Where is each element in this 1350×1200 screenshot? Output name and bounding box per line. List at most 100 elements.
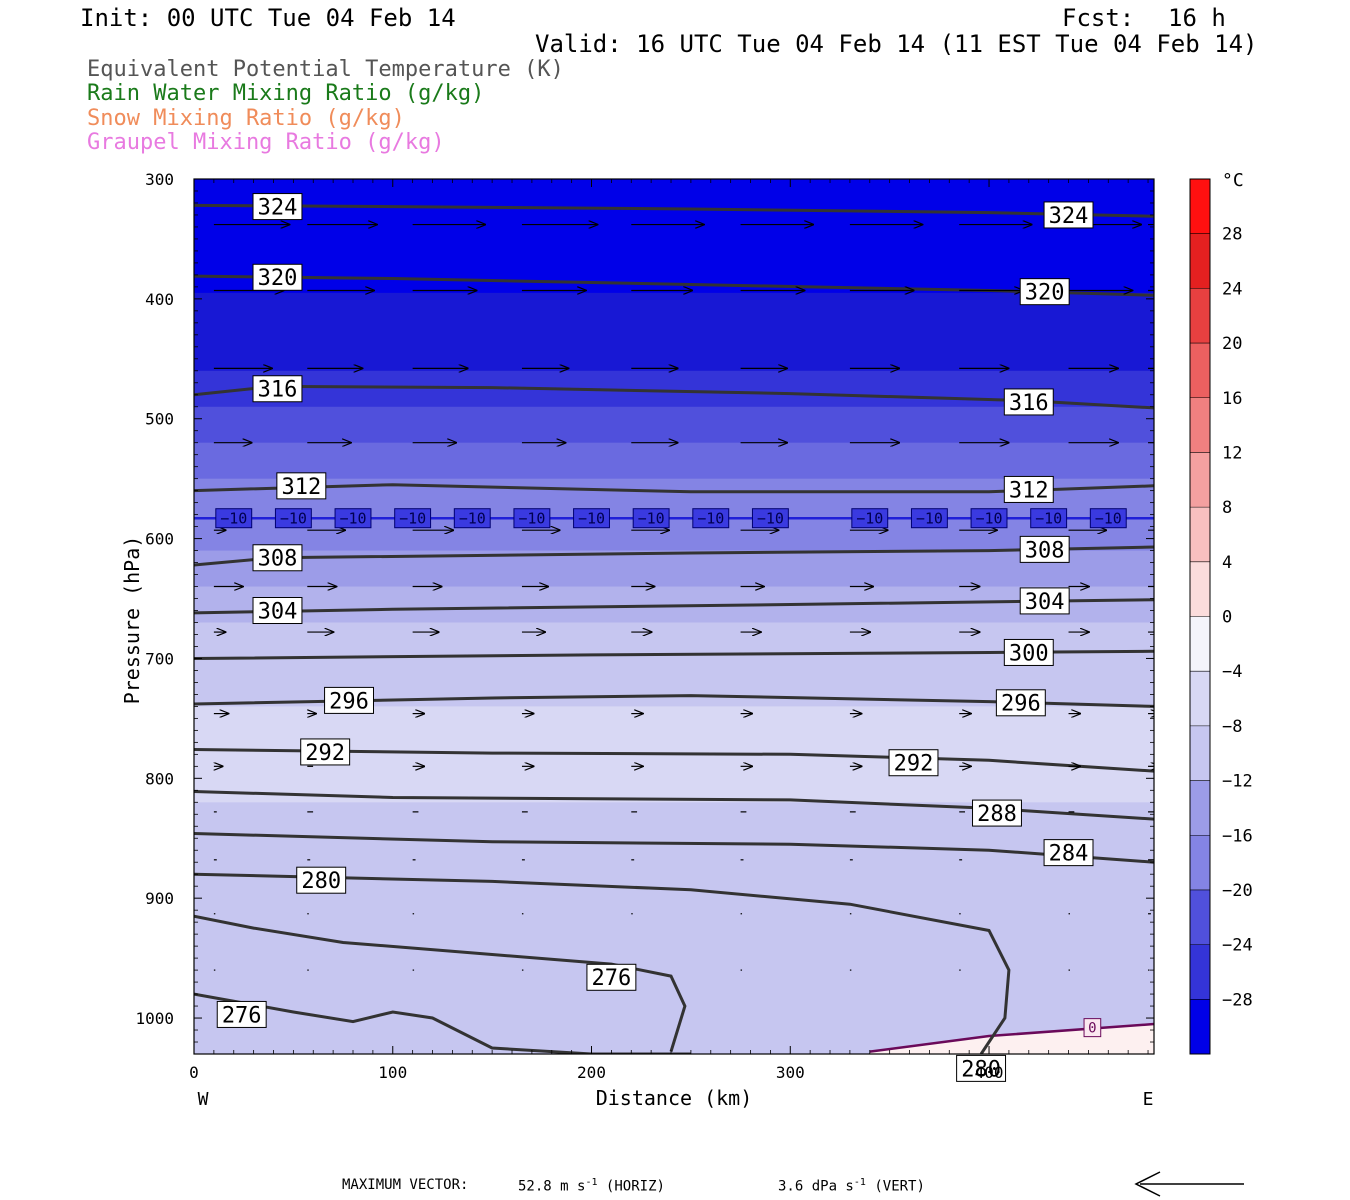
contour-label: 304 — [258, 599, 298, 624]
contour-label-box — [888, 749, 939, 777]
isotherm-label: −10 — [578, 510, 605, 528]
init-time: Init: 00 UTC Tue 04 Feb 14 — [80, 4, 456, 32]
isotherm-label: −10 — [1035, 510, 1062, 528]
temp-band — [194, 862, 1154, 947]
contour-label: 284 — [1049, 842, 1089, 867]
theta-e-line — [194, 872, 1011, 1054]
colorbar-tick-label: −12 — [1222, 772, 1253, 792]
legend-snow: Snow Mixing Ratio (g/kg) — [87, 106, 405, 131]
isotherm-label-box — [215, 508, 253, 529]
isotherm-label-box — [692, 508, 730, 529]
reference-arrow-icon — [1134, 1171, 1244, 1197]
isotherm-label: −10 — [975, 510, 1002, 528]
temp-band — [194, 334, 1154, 372]
contour-label: 300 — [1009, 641, 1049, 666]
temp-band — [194, 292, 1154, 336]
colorbar-tick-label: −16 — [1222, 826, 1253, 846]
temperature-fill — [194, 179, 1154, 1054]
axes: 300 400 500 600 700 800 900 1000 0 100 200 300 400 — [135, 170, 1154, 1082]
y-tick-label: 1000 — [135, 1009, 174, 1028]
contour-label-box — [956, 1054, 1007, 1082]
contour-label: 296 — [1001, 692, 1041, 717]
isotherm-label-box — [274, 508, 312, 529]
colorbar-unit: °C — [1222, 170, 1244, 191]
x-tick-label: 100 — [378, 1063, 407, 1082]
colorbar-tick-label: 0 — [1222, 608, 1232, 628]
contour-label: 324 — [258, 195, 298, 220]
contour-label-box — [252, 375, 303, 403]
max-vert-vector: 3.6 dPa s-1 (VERT) — [778, 1177, 925, 1195]
forecast-hour: 16 h — [1168, 4, 1226, 32]
contour-label: 276 — [592, 966, 632, 991]
forecast-label: Fcst: — [1062, 4, 1135, 32]
contour-label-box — [1019, 587, 1070, 615]
colorbar-swatch — [1190, 889, 1210, 946]
contour-label: 312 — [281, 475, 321, 500]
theta-e-line — [194, 914, 687, 1053]
west-label: W — [198, 1089, 209, 1110]
contour-label-box — [1043, 201, 1094, 229]
contour-label-box — [1003, 388, 1054, 416]
isotherm-label: −10 — [697, 510, 724, 528]
y-axis-label: Pressure (hPa) — [120, 536, 144, 705]
isotherm-label: −10 — [339, 510, 366, 528]
colorbar-tick-label: 12 — [1222, 443, 1242, 463]
contour-label-box — [324, 686, 374, 714]
contour-label-box — [586, 963, 637, 991]
colorbar-tick-label: 4 — [1222, 553, 1232, 573]
y-tick-label: 600 — [145, 530, 174, 549]
horiz-value: 52.8 m s — [518, 1178, 586, 1195]
isotherm-label-box — [1089, 508, 1127, 529]
isotherm-label: −10 — [399, 510, 426, 528]
colorbar-swatch — [1190, 835, 1210, 891]
y-tick-label: 400 — [145, 290, 174, 309]
contour-label: 308 — [1025, 538, 1065, 563]
isotherm-label-box — [573, 508, 610, 529]
temp-band — [194, 406, 1154, 444]
isotherm-label: −10 — [856, 510, 883, 528]
colorbar-tick-label: 20 — [1222, 334, 1242, 354]
contour-label-box — [995, 689, 1046, 717]
x-tick-label: 400 — [975, 1063, 1004, 1082]
theta-e-line — [194, 790, 1154, 821]
contour-label-box — [252, 263, 303, 291]
colorbar-swatch — [1190, 179, 1210, 235]
isotherm-label-box — [632, 508, 670, 529]
contour-label: 304 — [1025, 590, 1065, 615]
contour-label: 324 — [1049, 204, 1089, 229]
colorbar-swatch — [1190, 452, 1210, 508]
contour-label: 316 — [1009, 391, 1049, 416]
temp-band — [194, 442, 1154, 480]
isotherm-label-box — [1030, 508, 1068, 529]
y-tick-label: 500 — [145, 410, 174, 429]
colorbar-swatch — [1190, 288, 1210, 344]
isotherm-label: −10 — [757, 510, 784, 528]
horiz-unit-sup: -1 — [585, 1177, 598, 1188]
isotherm-label-box — [453, 508, 491, 529]
contour-label-box — [972, 799, 1022, 827]
y-tick-label: 700 — [145, 649, 174, 668]
legend-graupel: Graupel Mixing Ratio (g/kg) — [87, 130, 445, 155]
colorbar-swatch — [1190, 233, 1210, 289]
colorbar-tick-label: −4 — [1222, 662, 1242, 682]
east-label: E — [1143, 1089, 1154, 1110]
theta-e-line — [194, 649, 1154, 660]
colorbar: 28 24 20 16 12 8 4 0 −4 −8 −12 −16 −20 −24 −28 — [1189, 178, 1253, 1055]
contour-label: 320 — [258, 266, 298, 291]
temp-band — [194, 179, 1154, 294]
colorbar-swatch — [1190, 397, 1210, 453]
theta-e-line — [194, 992, 691, 1054]
contour-label: 316 — [258, 378, 298, 403]
colorbar-swatch — [1190, 671, 1210, 727]
wind-vectors — [214, 225, 1154, 971]
max-horiz-vector: 52.8 m s-1 (HORIZ) — [518, 1177, 665, 1195]
isotherm-label-box — [513, 508, 551, 529]
colorbar-swatch — [1190, 561, 1210, 617]
contour-label-box — [296, 866, 347, 894]
y-tick-label: 900 — [145, 889, 174, 908]
contour-label: 296 — [329, 689, 369, 714]
isotherm-label-box — [394, 508, 432, 529]
colorbar-swatch — [1190, 780, 1210, 836]
y-tick-label: 800 — [145, 769, 174, 788]
contour-label-box — [1019, 535, 1070, 563]
